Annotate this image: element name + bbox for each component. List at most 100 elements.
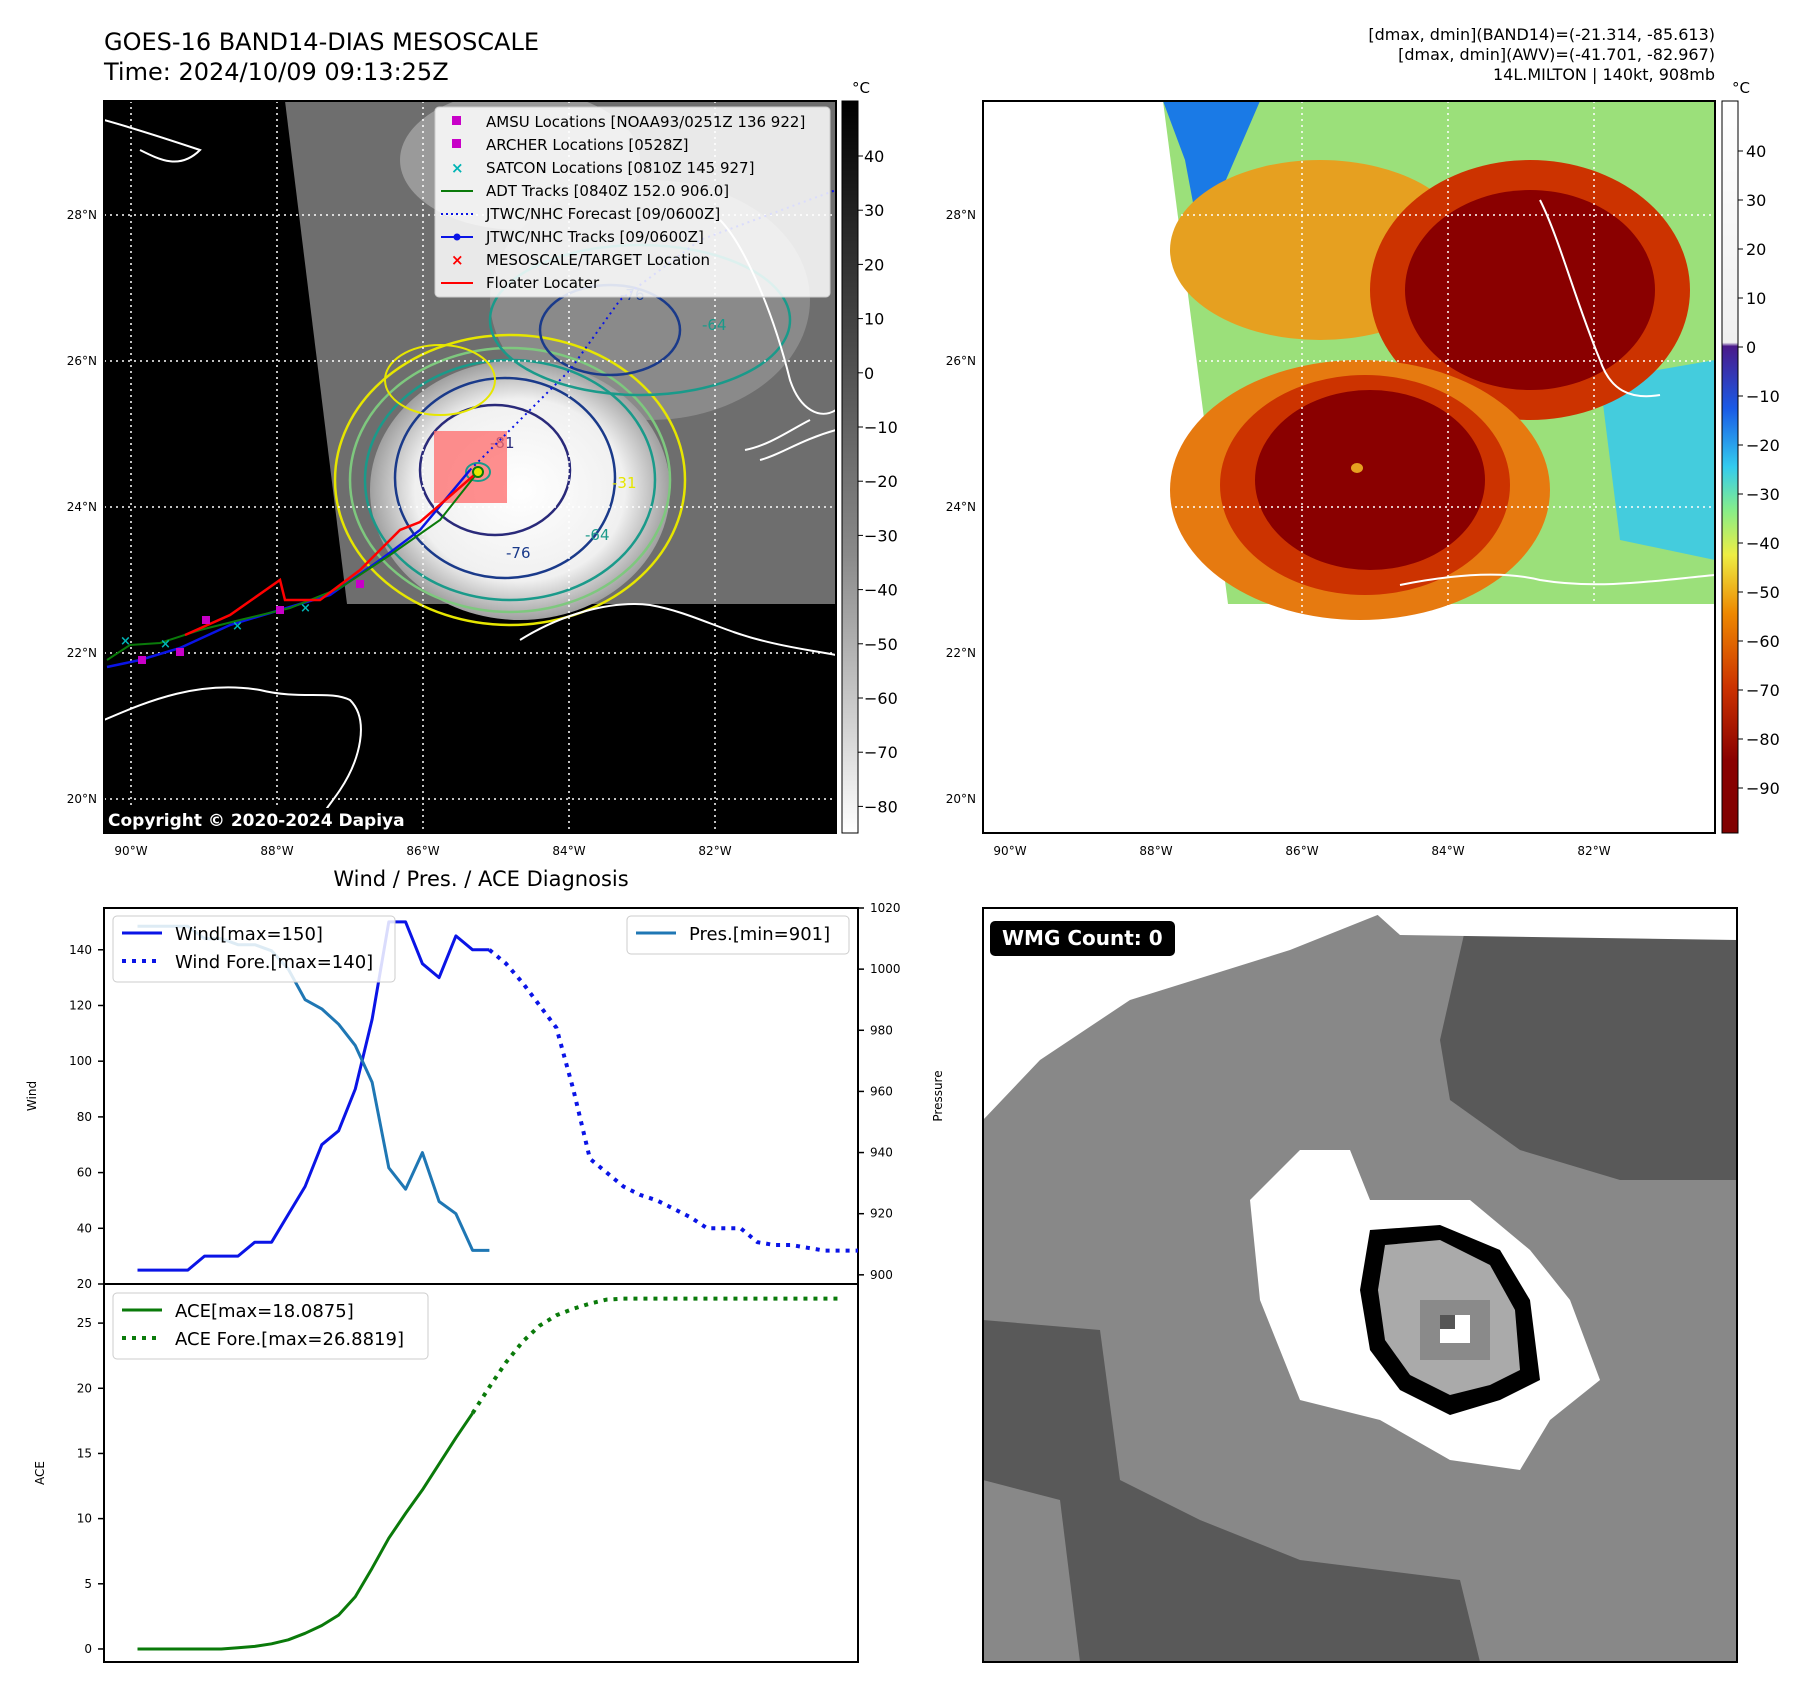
wmg-dark-region-sw [983,1320,1480,1662]
legend-tracks: JTWC/NHC Tracks [09/0600Z] [485,228,704,246]
legend-adt: ADT Tracks [0840Z 152.0 906.0] [486,182,729,200]
axis-tick-label: 5 [84,1577,92,1591]
colorbar-tick-label: −50 [1746,583,1780,602]
axis-tick-label: 100 [69,1054,92,1068]
ir-lon-label: 82°W [698,844,731,858]
contour-label-4: -31 [612,474,637,492]
satcon-marker: × [232,619,243,634]
awv-lat-label: 28°N [946,208,976,222]
coastline-cuba [519,603,836,656]
ir-contour-navy [418,403,572,537]
awv-colorbar-ticks: 40 30 20 10 0 −10 −20 −30 −40 −50 −60 −70 −80 −90 [1738,142,1780,798]
mesoscale-target-box [434,431,507,503]
colorbar-tick-label: −20 [1746,436,1780,455]
ir-lon-label: 86°W [406,844,439,858]
series-line-ace-fore [470,1296,842,1415]
contour-label-1: -76 [506,544,531,562]
axis-tick-label: 20 [77,1277,92,1291]
axis-tick-label: 980 [870,1023,893,1037]
awv-map-frame [982,100,1716,834]
axis-tick-label: 25 [77,1316,92,1330]
ir-contour-blue [393,376,617,580]
axis-tick-label: 1020 [870,901,901,915]
colorbar-tick-label: −70 [864,743,898,762]
ir-hurricane-cloud [370,360,670,620]
ir-lat-label: 22°N [67,646,97,660]
awv-lat-label: 26°N [946,354,976,368]
awv-moist-ne-core [1405,190,1655,390]
satcon-marker: × [120,634,131,649]
amsu-marker [356,580,364,588]
colorbar-tick-label: 40 [1746,142,1766,161]
legend-forecast: JTWC/NHC Forecast [09/0600Z] [485,205,720,223]
axis-tick-label: 60 [77,1166,92,1180]
ir-contour-yellow [333,333,687,627]
coastline-gulf-north [104,119,202,163]
colorbar-tick-label: 20 [1746,240,1766,259]
awv-map-panel: 28°N 26°N 24°N 22°N 20°N 90°W 88°W 86°W … [946,79,1780,858]
amsu-marker [138,656,146,664]
ir-lat-label: 20°N [67,792,97,806]
colorbar-tick-label: −70 [1746,681,1780,700]
dmax-band14: [dmax, dmin](BAND14)=(-21.314, -85.613) [1368,25,1715,44]
legend-pres: Pres.[min=901] [689,924,830,945]
colorbar-tick-label: −40 [864,581,898,600]
ir-map-panel: -76 -64 -81 -31 -64 -76 [67,79,898,858]
wmg-label-box [990,921,1175,956]
axis-tick-label: 960 [870,1084,893,1098]
axis-tick-label: 15 [77,1446,92,1460]
awv-dry-east [1600,360,1715,560]
axis-tick-label: 140 [69,943,92,957]
pressure-axis: 900 920 940 960 980 1000 1020 [858,901,901,1282]
diagnosis-panel: Wind / Pres. / ACE Diagnosis 20406080100… [25,867,945,1663]
axis-tick-label: 920 [870,1207,893,1221]
legend-ace-fore: ACE Fore.[max=26.8819] [175,1329,404,1350]
axis-tick-label: 1000 [870,962,901,976]
awv-lon-label: 86°W [1285,844,1318,858]
wmg-white-region-ne [1370,908,1737,940]
awv-eye [1351,463,1363,473]
ir-contour-teal [363,358,657,602]
amsu-marker [276,606,284,614]
legend-satcon: SATCON Locations [0810Z 145 927] [486,159,754,177]
colorbar-tick-label: −60 [1746,632,1780,651]
axis-tick-label: 20 [77,1381,92,1395]
dmax-awv: [dmax, dmin](AWV)=(-41.701, -82.967) [1398,45,1715,64]
diagnosis-title: Wind / Pres. / ACE Diagnosis [333,867,628,891]
pressure-axis-label: Pressure [931,1070,945,1121]
awv-moist-center-core [1255,390,1485,570]
floater-locator-line [184,469,481,637]
legend-satcon-swatch: × [451,159,464,177]
colorbar-tick-label: −80 [864,797,898,816]
ir-map-legend: AMSU Locations [NOAA93/0251Z 136 922] AR… [434,106,831,298]
legend-wind: Wind[max=150] [175,924,323,945]
contour-label-2: -64 [585,526,610,544]
legend-floater: Floater Locater [486,274,600,292]
wind-axis-label: Wind [25,1081,39,1111]
wmg-mid-region-sw [983,1480,1080,1662]
ir-colorbar-unit: °C [852,79,870,97]
coastline-keys [744,419,836,461]
wind-axis: 20 40 60 80 100 120 140 [69,943,104,1291]
satcon-marker: × [160,637,171,652]
legend-box [434,106,831,298]
coastline-yucatan [104,686,362,831]
ir-colorbar-ticks: 40 30 20 10 0 −10 −20 −30 −40 −50 −60 −70 −80 [858,147,898,816]
awv-lat-label: 20°N [946,792,976,806]
axis-tick-label: 0 [84,1642,92,1656]
colorbar-tick-label: 10 [864,310,884,329]
satcon-marker: × [300,601,311,616]
amsu-marker [176,648,184,656]
legend-amsu: AMSU Locations [NOAA93/0251Z 136 922] [486,113,805,131]
legend-target-swatch: × [451,251,464,269]
ace-legend-box [112,1292,429,1360]
axis-tick-label: 940 [870,1146,893,1160]
awv-lon-label: 88°W [1139,844,1172,858]
colorbar-tick-label: 40 [864,147,884,166]
wmg-eye-pixel [1440,1315,1455,1329]
awv-lon-label: 84°W [1431,844,1464,858]
ir-lat-label: 28°N [67,208,97,222]
wmg-white-region-nw [983,908,1395,1120]
awv-dry-region [1163,101,1260,240]
